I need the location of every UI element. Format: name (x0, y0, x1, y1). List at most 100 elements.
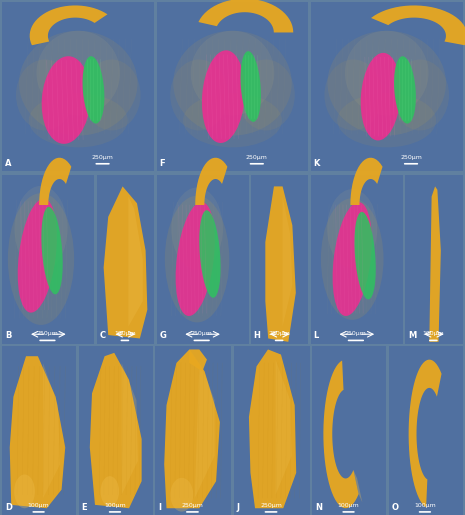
Bar (405, 175, 463, 344)
Ellipse shape (29, 93, 127, 147)
Text: 100μm: 100μm (28, 503, 49, 508)
Text: 100μm: 100μm (114, 331, 136, 336)
Ellipse shape (165, 196, 229, 322)
Ellipse shape (337, 93, 436, 147)
Ellipse shape (191, 31, 274, 115)
Ellipse shape (327, 31, 446, 135)
Ellipse shape (19, 31, 138, 135)
Polygon shape (122, 363, 138, 495)
Ellipse shape (199, 210, 220, 298)
Text: 250μm: 250μm (92, 154, 113, 160)
Text: 100μm: 100μm (414, 503, 436, 508)
Text: B: B (5, 332, 12, 340)
Text: 250μm: 250μm (181, 503, 203, 508)
Bar (251, 175, 308, 344)
Text: 100μm: 100μm (104, 503, 126, 508)
Polygon shape (30, 6, 107, 45)
Polygon shape (429, 186, 441, 342)
Bar (2, 346, 76, 515)
Ellipse shape (173, 31, 292, 135)
Polygon shape (353, 470, 362, 503)
Text: G: G (159, 332, 166, 340)
Ellipse shape (171, 187, 223, 270)
Bar (2, 175, 94, 344)
Text: 100μm: 100μm (423, 331, 444, 336)
Text: I: I (158, 503, 161, 512)
Text: 250μm: 250μm (191, 331, 213, 336)
Polygon shape (249, 350, 296, 508)
Polygon shape (128, 197, 143, 327)
Polygon shape (10, 356, 65, 508)
Polygon shape (195, 158, 227, 205)
Ellipse shape (354, 212, 376, 299)
Polygon shape (266, 186, 296, 342)
Bar (2, 2, 154, 171)
Ellipse shape (321, 198, 384, 320)
Ellipse shape (14, 186, 67, 271)
Text: 250μm: 250μm (268, 331, 290, 336)
Ellipse shape (18, 199, 57, 313)
Ellipse shape (345, 31, 429, 115)
Polygon shape (283, 197, 292, 327)
Ellipse shape (36, 31, 120, 115)
Bar (155, 346, 232, 515)
Polygon shape (39, 158, 71, 205)
Ellipse shape (8, 193, 74, 325)
Text: E: E (81, 503, 87, 512)
Ellipse shape (100, 476, 119, 507)
Bar (157, 2, 308, 171)
Ellipse shape (16, 60, 74, 130)
Bar (389, 346, 463, 515)
Ellipse shape (327, 189, 377, 268)
Text: A: A (5, 159, 12, 168)
Text: J: J (237, 503, 239, 512)
Ellipse shape (170, 60, 228, 130)
Ellipse shape (332, 202, 372, 316)
Bar (2, 175, 94, 344)
Ellipse shape (42, 56, 91, 144)
Bar (311, 175, 403, 344)
Bar (79, 346, 153, 515)
Text: 250μm: 250μm (400, 154, 422, 160)
Polygon shape (43, 363, 60, 498)
Bar (157, 175, 249, 344)
Ellipse shape (14, 474, 35, 508)
Text: N: N (315, 503, 322, 512)
Bar (311, 2, 463, 171)
Text: L: L (313, 332, 319, 340)
Ellipse shape (394, 56, 416, 124)
Bar (312, 346, 386, 515)
Bar (311, 175, 403, 344)
Polygon shape (199, 0, 293, 32)
Text: K: K (313, 159, 320, 168)
Polygon shape (371, 6, 465, 45)
Polygon shape (350, 158, 383, 205)
Bar (97, 175, 154, 344)
Polygon shape (164, 350, 220, 508)
Bar (234, 346, 310, 515)
Ellipse shape (391, 60, 449, 130)
Text: 250μm: 250μm (246, 154, 268, 160)
Ellipse shape (176, 202, 215, 316)
Ellipse shape (361, 53, 401, 141)
Text: O: O (392, 503, 399, 512)
Polygon shape (323, 360, 359, 508)
Ellipse shape (41, 207, 63, 295)
Text: M: M (408, 332, 416, 340)
Ellipse shape (240, 51, 261, 122)
Text: F: F (159, 159, 165, 168)
Ellipse shape (325, 60, 382, 130)
Ellipse shape (237, 60, 295, 130)
Ellipse shape (170, 478, 193, 511)
Text: 250μm: 250μm (345, 331, 367, 336)
Text: C: C (100, 332, 106, 340)
Text: 100μm: 100μm (338, 503, 359, 508)
Text: 250μm: 250μm (37, 331, 59, 336)
Ellipse shape (83, 56, 104, 124)
Ellipse shape (83, 60, 140, 130)
Polygon shape (189, 350, 207, 371)
Polygon shape (409, 359, 442, 507)
Polygon shape (195, 359, 214, 498)
Text: 250μm: 250μm (260, 503, 282, 508)
Ellipse shape (183, 93, 282, 147)
